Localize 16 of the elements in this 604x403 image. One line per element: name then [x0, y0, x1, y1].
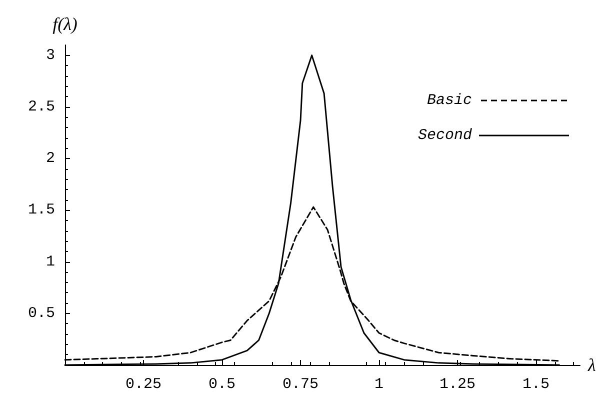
x-tick-label: 0.75: [282, 376, 319, 393]
y-tick-label: 3: [46, 46, 55, 64]
x-axis-title: λ: [587, 355, 596, 375]
x-tick-label: 0.25: [126, 376, 162, 393]
x-tick-label: 1: [374, 376, 384, 393]
legend-label: Basic: [426, 92, 472, 109]
legend-label: Second: [418, 127, 472, 144]
x-tick-label: 1.25: [440, 376, 476, 393]
y-tick-label: 2: [46, 150, 55, 168]
y-tick-label: 1.5: [28, 202, 55, 219]
y-tick-label: 2.5: [28, 98, 55, 116]
x-tick-label: 1.5: [522, 376, 550, 393]
x-tick-label: 0.5: [208, 376, 236, 393]
y-axis-title: f(λ): [52, 14, 78, 34]
y-tick-label: 0.5: [28, 304, 55, 322]
y-tick-label: 1: [46, 253, 55, 270]
